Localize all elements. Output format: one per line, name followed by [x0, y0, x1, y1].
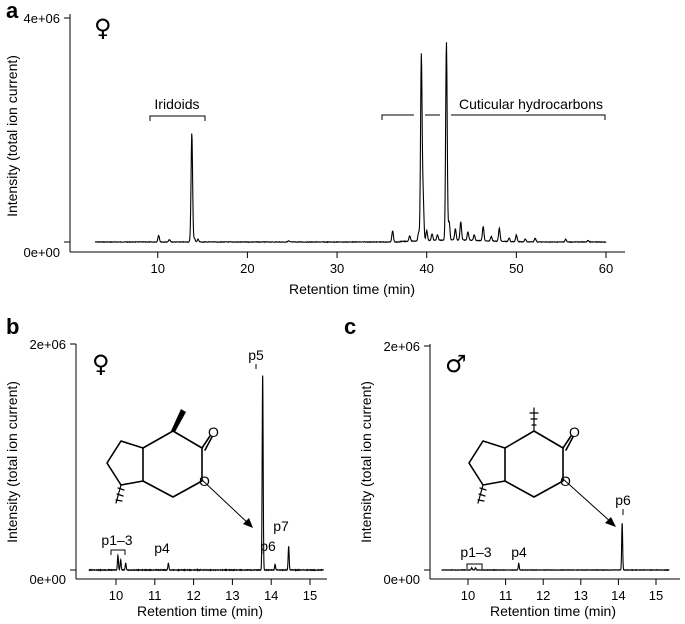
- panel-c: c ♂ 2e+06 0e+00 10 11 12 13 14 15 Retention t…: [344, 314, 680, 619]
- panel-c-letter: c: [344, 314, 356, 339]
- panel-b-x-tick-label: 11: [148, 588, 162, 603]
- panel-c-x-tick-label: 15: [649, 588, 663, 603]
- panel-b-molecule-structure: O O: [106, 409, 219, 504]
- panel-c-x-tick-label: 11: [499, 588, 513, 603]
- panel-c-molecule-structure: O O: [468, 407, 580, 504]
- panel-c-x-tick-label: 12: [536, 588, 550, 603]
- panel-a-x-tick-label: 20: [240, 261, 254, 276]
- panel-b-label-p7: p7: [273, 518, 289, 534]
- panel-c-arrow-head: [605, 517, 616, 527]
- panel-a-x-tick-label: 50: [509, 261, 523, 276]
- panel-a-iridoids-bracket: [149, 115, 206, 121]
- panel-b-methyl-wedge: [171, 409, 186, 432]
- panel-a-y-tick-label-bottom: 0e+00: [23, 245, 60, 260]
- panel-b-x-tick-label: 10: [109, 588, 123, 603]
- panel-c-label-p4: p4: [511, 544, 527, 560]
- panel-a-female-symbol: ♀: [94, 14, 112, 42]
- panel-a-y-axis-label: Intensity (total ion current): [4, 55, 20, 217]
- panel-b-x-tick-label: 13: [225, 588, 239, 603]
- panel-a-iridoids-label: Iridoids: [154, 96, 199, 112]
- panel-b-trace: [88, 375, 325, 572]
- panel-b-x-tick-label: 15: [303, 588, 317, 603]
- panel-c-x-axis-label: Retention time (min): [490, 603, 616, 619]
- panel-a-trace: [94, 42, 607, 244]
- panel-b-y-tick-label-bottom: 0e+00: [29, 572, 66, 587]
- panel-c-label-p1-3: p1–3: [460, 544, 491, 560]
- panel-b-x-tick-label: 12: [186, 588, 200, 603]
- panel-b-bracket-p1-3: [110, 549, 126, 555]
- panel-a-x-tick-label: 10: [151, 261, 165, 276]
- panel-c-y-tick-label-top: 2e+06: [383, 339, 420, 354]
- panel-b-label-p6: p6: [260, 538, 276, 554]
- panel-c-trace: [441, 523, 670, 572]
- panel-a-y-tick-label-top: 4e+06: [23, 11, 60, 26]
- panel-c-x-tick-label: 13: [574, 588, 588, 603]
- panel-b-x-tick-label: 14: [264, 588, 278, 603]
- panel-b-carbonyl-o: O: [208, 424, 219, 440]
- panel-b-female-symbol: ♀: [92, 350, 110, 378]
- panel-c-arrow-line: [561, 477, 613, 524]
- panel-a-hydrocarbons-bracket: [381, 114, 606, 120]
- panel-a-x-axis-label: Retention time (min): [289, 281, 415, 297]
- panel-c-y-tick-label-bottom: 0e+00: [383, 572, 420, 587]
- panel-b-ring-o: O: [199, 473, 210, 489]
- panel-a-letter: a: [6, 0, 19, 23]
- panel-b-label-p1-3: p1–3: [101, 532, 132, 548]
- panel-c-label-p6: p6: [615, 492, 631, 508]
- panel-b-arrow-head: [243, 518, 253, 528]
- panel-c-y-axis-label: Intensity (total ion current): [358, 381, 374, 543]
- panel-b: b ♀ 2e+06 0e+00 10 11 12 13 14 15 Retention t…: [4, 314, 327, 619]
- panel-a: a ♀ 4e+06 0e+00 10 20 30 40 50 60 Retention t…: [4, 0, 625, 297]
- panel-b-x-axis-label: Retention time (min): [137, 603, 263, 619]
- panel-b-letter: b: [6, 314, 19, 339]
- panel-c-bracket-p1-3: [466, 563, 483, 569]
- panel-c-carbonyl-o: O: [569, 424, 580, 440]
- panel-b-label-p5: p5: [248, 347, 264, 363]
- panel-b-label-p4: p4: [154, 540, 170, 556]
- panel-a-x-tick-label: 30: [330, 261, 344, 276]
- panel-a-x-tick-label: 60: [599, 261, 613, 276]
- panel-c-male-symbol: ♂: [445, 350, 467, 378]
- panel-b-y-axis-label: Intensity (total ion current): [4, 381, 20, 543]
- panel-a-hydrocarbons-label: Cuticular hydrocarbons: [459, 96, 603, 112]
- panel-c-x-tick-label: 14: [611, 588, 625, 603]
- panel-b-y-tick-label-top: 2e+06: [29, 337, 66, 352]
- panel-b-arrow-line: [199, 477, 251, 526]
- panel-a-x-tick-label: 40: [419, 261, 433, 276]
- panel-c-x-tick-label: 10: [461, 588, 475, 603]
